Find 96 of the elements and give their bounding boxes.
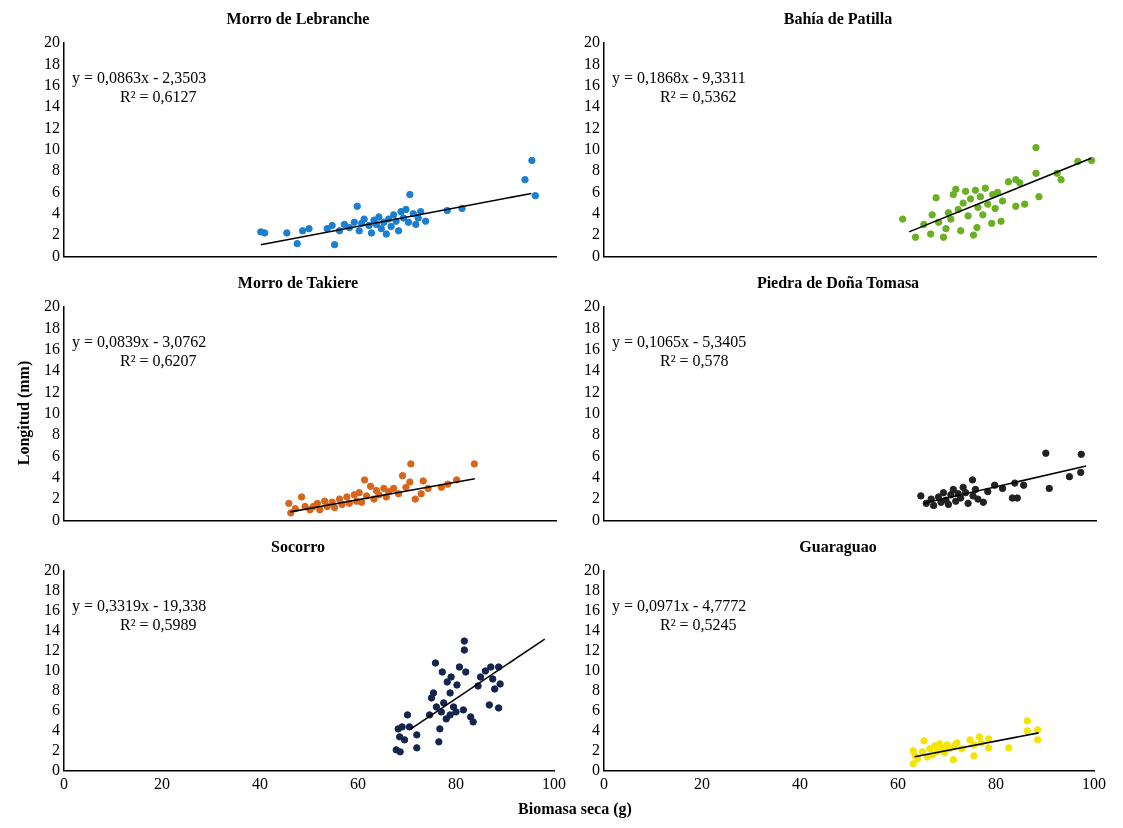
y-tick-label: 8 [52,681,60,699]
annotation: y = 0,0971x - 4,7772 [612,597,747,616]
y-tick-label: 12 [584,382,600,400]
y-tick-label: 18 [44,318,60,336]
x-axis-title: Biomasa seca (g) [517,800,633,818]
y-axis-title: Longitud (mm) [15,360,34,466]
annotation: R² = 0,5989 [120,616,197,634]
y-tick-label: 20 [44,33,60,51]
y-tick-label: 4 [592,203,600,221]
y-tick-label: 8 [592,161,600,179]
x-tick-label: 80 [988,774,1004,792]
annotation: R² = 0,6207 [120,352,197,370]
y-tick-label: 16 [44,76,60,94]
x-tick-label: 100 [542,774,566,792]
y-tick-label: 10 [44,661,60,679]
y-tick-label: 8 [52,425,60,443]
y-tick-label: 6 [592,701,600,719]
y-tick-label: 0 [52,246,60,264]
y-tick-label: 10 [584,404,600,421]
y-tick-label: 6 [52,446,60,464]
y-tick-label: 0 [52,761,60,778]
annotation: y = 0,1868x - 9,3311 [612,69,746,88]
y-tick-label: 0 [592,246,600,264]
y-tick-label: 6 [52,701,60,719]
y-tick-label: 20 [44,297,60,315]
y-tick-label: 20 [584,297,600,315]
y-tick-label: 18 [44,54,60,72]
y-tick-label: 2 [592,741,600,759]
y-tick-label: 14 [44,621,60,639]
annotation: R² = 0,6127 [120,88,197,106]
y-tick-label: 4 [52,203,60,221]
annotation: y = 0,3319x - 19,338 [72,597,207,616]
x-tick-label: 20 [154,774,170,792]
y-tick-label: 6 [592,446,600,464]
y-tick-label: 16 [584,601,600,619]
y-tick-label: 12 [584,641,600,659]
y-tick-label: 2 [592,225,600,243]
y-tick-label: 2 [592,489,600,507]
y-tick-label: 18 [584,581,600,599]
y-tick-label: 10 [584,661,600,679]
y-tick-label: 10 [44,140,60,157]
chart-title: Guaraguao [799,537,877,556]
x-tick-label: 60 [350,774,366,792]
y-tick-label: 12 [44,118,60,136]
x-tick-label: 100 [1082,774,1106,792]
y-tick-label: 14 [44,97,60,115]
y-tick-label: 6 [592,182,600,200]
y-tick-label: 16 [584,340,600,358]
chart-title: Bahía de Patilla [783,9,893,27]
y-tick-label: 0 [592,510,600,528]
y-tick-label: 20 [584,33,600,51]
x-tick-label: 40 [252,774,268,792]
y-tick-label: 18 [44,581,60,599]
annotation: y = 0,1065x - 5,3405 [612,333,747,352]
y-tick-label: 0 [592,761,600,778]
annotation: R² = 0,5245 [660,616,737,634]
y-tick-label: 16 [44,340,60,358]
y-tick-label: 8 [52,161,60,179]
y-tick-label: 14 [44,361,60,379]
annotation: y = 0,0863x - 2,3503 [72,69,207,88]
x-tick-label: 80 [448,774,464,792]
y-tick-label: 12 [44,382,60,400]
annotation: y = 0,0839x - 3,0762 [72,333,207,352]
y-tick-label: 14 [584,97,600,115]
y-tick-label: 14 [584,361,600,379]
y-tick-label: 4 [592,467,600,485]
y-tick-label: 18 [584,54,600,72]
y-tick-label: 2 [52,225,60,243]
y-tick-label: 4 [52,467,60,485]
y-tick-label: 2 [52,741,60,759]
y-tick-label: 6 [52,182,60,200]
y-tick-label: 12 [44,641,60,659]
y-tick-label: 12 [584,118,600,136]
x-tick-label: 40 [792,774,808,792]
annotation: R² = 0,578 [660,352,729,370]
y-tick-label: 8 [592,681,600,699]
y-tick-label: 20 [584,561,600,579]
y-tick-label: 8 [592,425,600,443]
x-tick-label: 20 [694,774,710,792]
y-tick-label: 4 [52,721,60,739]
x-tick-label: 60 [890,774,906,792]
y-tick-label: 14 [584,621,600,639]
y-tick-label: 0 [52,510,60,528]
chart-title: Morro de Takiere [237,273,359,291]
y-tick-label: 16 [44,601,60,619]
chart-title: Piedra de Doña Tomasa [756,273,920,291]
y-tick-label: 4 [592,721,600,739]
y-tick-label: 18 [584,318,600,336]
y-tick-label: 16 [584,76,600,94]
y-tick-label: 10 [584,140,600,157]
y-tick-label: 20 [44,561,60,579]
y-tick-label: 2 [52,489,60,507]
annotation: R² = 0,5362 [660,88,737,106]
chart-title: Morro de Lebranche [226,9,370,27]
y-tick-label: 10 [44,404,60,421]
chart-title: Socorro [271,537,325,555]
